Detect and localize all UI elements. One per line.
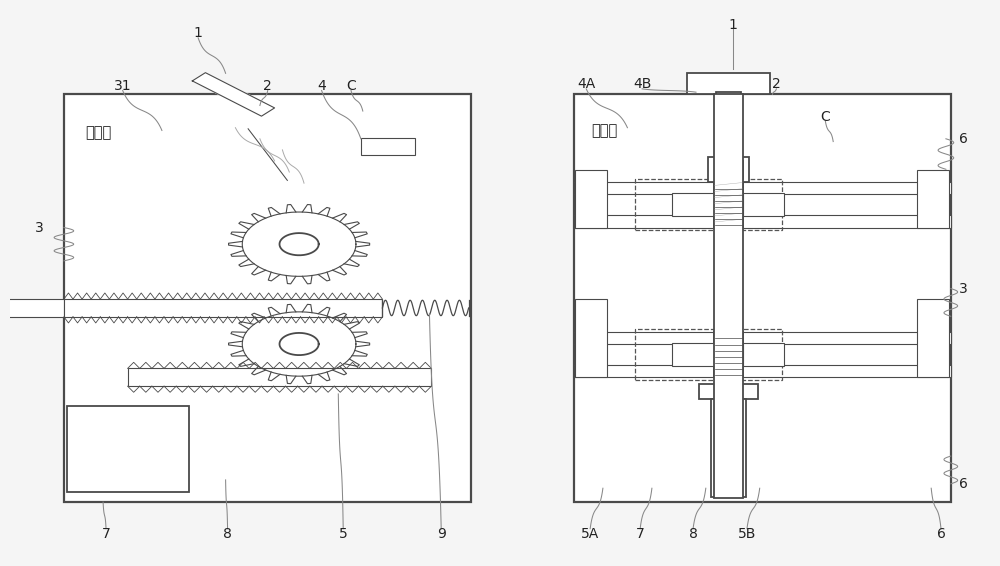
Polygon shape xyxy=(192,72,275,116)
Text: 7: 7 xyxy=(102,527,110,541)
Bar xyxy=(361,138,415,156)
Text: 6: 6 xyxy=(959,477,968,491)
Text: 5A: 5A xyxy=(581,527,599,541)
Bar xyxy=(743,343,784,366)
Text: 5B: 5B xyxy=(738,527,756,541)
Bar xyxy=(67,406,189,492)
Text: C: C xyxy=(820,110,830,123)
Text: 9: 9 xyxy=(437,527,446,541)
Bar xyxy=(708,157,749,182)
Bar xyxy=(714,160,743,179)
Text: 4A: 4A xyxy=(577,78,595,92)
Bar xyxy=(711,400,746,496)
Bar xyxy=(574,365,951,378)
Bar xyxy=(743,193,784,216)
Bar xyxy=(714,182,743,228)
Bar xyxy=(917,298,949,378)
Bar xyxy=(687,74,770,95)
Bar xyxy=(64,299,382,317)
Text: 1: 1 xyxy=(729,18,738,32)
Text: 8: 8 xyxy=(223,527,232,541)
Bar xyxy=(635,179,782,230)
Text: 31: 31 xyxy=(114,79,132,93)
Bar xyxy=(716,92,741,139)
Bar xyxy=(672,193,714,216)
Bar xyxy=(635,329,782,380)
Text: 右视图: 右视图 xyxy=(591,123,617,138)
Bar xyxy=(574,95,951,502)
Bar xyxy=(714,95,743,498)
Text: 1: 1 xyxy=(194,27,203,40)
Text: 7: 7 xyxy=(636,527,645,541)
Bar xyxy=(575,298,607,378)
Text: 主视图: 主视图 xyxy=(85,125,112,140)
Text: C: C xyxy=(346,79,356,93)
Bar xyxy=(699,384,758,400)
Bar xyxy=(0,299,64,317)
Bar xyxy=(917,170,949,228)
Bar xyxy=(575,170,607,228)
Text: 5: 5 xyxy=(339,527,348,541)
Bar xyxy=(64,95,471,502)
Text: 8: 8 xyxy=(689,527,697,541)
Text: 2: 2 xyxy=(263,79,272,93)
Bar xyxy=(128,368,431,386)
Text: 6: 6 xyxy=(937,527,945,541)
Text: 4B: 4B xyxy=(633,78,651,92)
Text: 6: 6 xyxy=(959,132,968,146)
Bar xyxy=(574,182,951,194)
Text: 4: 4 xyxy=(317,79,326,93)
Text: 3: 3 xyxy=(35,221,44,234)
Text: 2: 2 xyxy=(772,78,781,92)
Text: 3: 3 xyxy=(959,281,968,295)
Bar xyxy=(714,332,743,378)
Bar xyxy=(574,215,951,228)
Bar xyxy=(574,332,951,344)
Bar xyxy=(672,343,714,366)
